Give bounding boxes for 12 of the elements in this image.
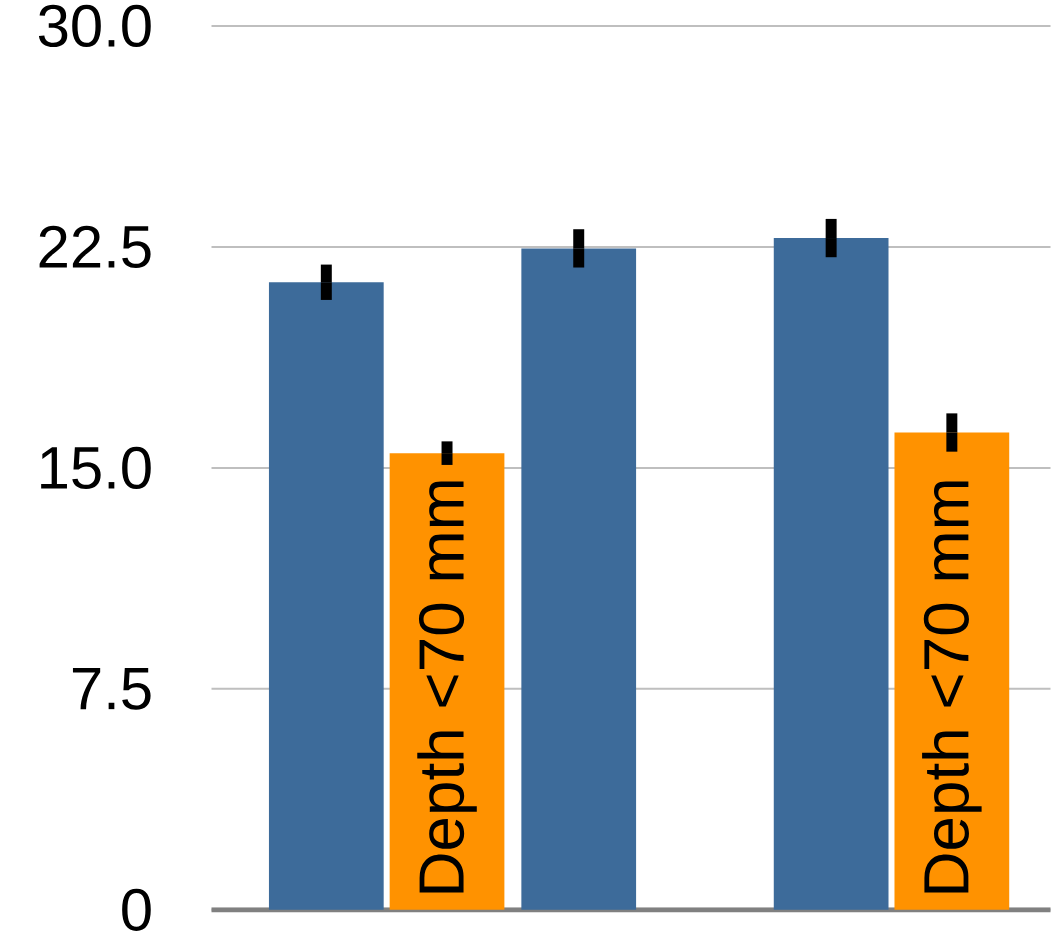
bar (389, 453, 505, 910)
series-label: Depth <70 mm (417, 481, 477, 893)
y-tick-label: 22.5 (39, 225, 151, 269)
y-tick-label: 15.0 (41, 446, 151, 490)
y-tick-label: 7.5 (72, 668, 151, 710)
bar (268, 282, 384, 910)
y-tick-label: 30.0 (38, 4, 151, 48)
bar (773, 238, 889, 910)
y-tick-label: 0 (122, 888, 151, 932)
bar (894, 432, 1010, 910)
text: Depth <70 mm (922, 481, 982, 893)
bar (521, 248, 637, 910)
